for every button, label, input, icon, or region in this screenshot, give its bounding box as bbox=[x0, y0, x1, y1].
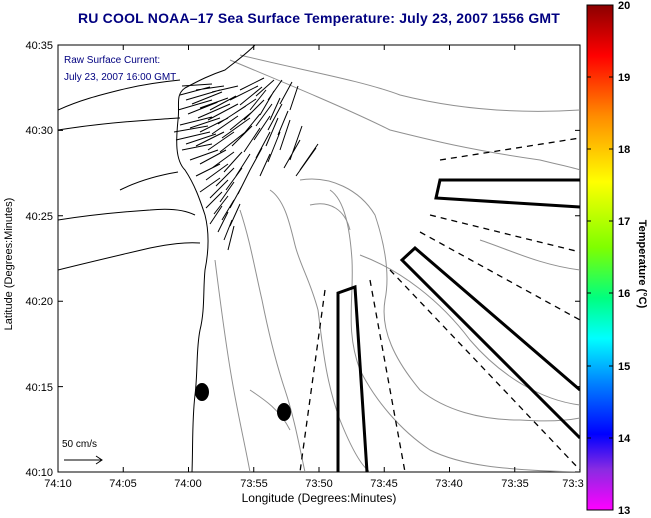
x-tick-marks bbox=[57, 45, 581, 472]
shipping-lane-south bbox=[336, 284, 369, 472]
x-tick-label: 74:05 bbox=[109, 478, 137, 490]
coastline-nj bbox=[119, 171, 179, 191]
y-tick-marks bbox=[58, 44, 580, 473]
colorbar-tick-label: 13 bbox=[618, 505, 630, 517]
coastline-bay bbox=[58, 79, 181, 111]
shipping-lane-southeast bbox=[399, 245, 580, 440]
coastline-inlet bbox=[58, 208, 196, 221]
colorbar-tick-label: 14 bbox=[618, 433, 631, 445]
x-tick-label: 73:40 bbox=[435, 478, 463, 490]
dashed-boundary-2 bbox=[429, 214, 580, 253]
colorbar-tick-marks bbox=[587, 4, 613, 511]
map-title: RU COOL NOAA–17 Sea Surface Temperature:… bbox=[77, 10, 561, 26]
surface-current-vectors bbox=[173, 77, 319, 251]
contour-10 bbox=[479, 239, 580, 271]
dashed-boundary-6 bbox=[299, 289, 326, 472]
contour-2 bbox=[229, 59, 580, 171]
shipping-lanes bbox=[336, 178, 580, 472]
station-marker-2 bbox=[277, 403, 291, 421]
contour-1 bbox=[239, 54, 580, 112]
colorbar-tick-label: 20 bbox=[618, 0, 630, 12]
shipping-lane-east bbox=[434, 178, 580, 209]
coastline-main bbox=[176, 45, 256, 472]
x-tick-label: 73:55 bbox=[240, 478, 268, 490]
coastline bbox=[58, 45, 256, 472]
colorbar-tick-label: 16 bbox=[618, 288, 630, 300]
y-tick-label: 40:20 bbox=[25, 296, 53, 308]
colorbar-tick-label: 18 bbox=[618, 144, 630, 156]
dashed-boundary-4 bbox=[389, 269, 580, 471]
dashed-boundaries bbox=[299, 137, 580, 472]
y-tick-label: 40:35 bbox=[25, 40, 53, 52]
plot-frame bbox=[57, 44, 581, 473]
colorbar-tick-labels: 20 19 18 17 16 15 14 13 bbox=[618, 0, 631, 517]
contour-8 bbox=[309, 203, 351, 231]
colorbar-tick-label: 19 bbox=[618, 72, 630, 84]
scale-arrow bbox=[64, 455, 103, 465]
contour-4 bbox=[329, 189, 580, 472]
contour-11 bbox=[249, 389, 291, 431]
x-tick-label: 73:3 bbox=[562, 478, 583, 490]
x-tick-label: 73:45 bbox=[370, 478, 398, 490]
x-tick-label: 73:35 bbox=[501, 478, 529, 490]
y-tick-label: 40:10 bbox=[25, 467, 53, 479]
y-tick-label: 40:25 bbox=[25, 211, 53, 223]
annotation-line1: Raw Surface Current: bbox=[64, 55, 160, 66]
contour-5 bbox=[269, 189, 371, 472]
y-tick-label: 40:15 bbox=[25, 382, 53, 394]
current-vector-field bbox=[173, 77, 319, 251]
dashed-boundary-1 bbox=[439, 137, 580, 161]
contour-7 bbox=[214, 259, 251, 472]
coastline-river bbox=[58, 242, 201, 271]
colorbar-tick-label: 17 bbox=[618, 216, 630, 228]
dashed-boundary-3 bbox=[419, 231, 580, 321]
x-tick-labels: 74:10 74:05 74:00 73:55 73:50 73:45 73:4… bbox=[44, 478, 583, 490]
contour-9 bbox=[359, 254, 580, 406]
y-tick-labels: 40:35 40:30 40:25 40:20 40:15 40:10 bbox=[25, 40, 53, 479]
x-tick-label: 74:00 bbox=[174, 478, 202, 490]
x-axis-label: Longitude (Degrees:Minutes) bbox=[241, 491, 397, 505]
colorbar-tick-label: 15 bbox=[618, 361, 630, 373]
bathymetry-contours bbox=[214, 54, 580, 472]
contour-6 bbox=[239, 209, 306, 472]
colorbar bbox=[586, 4, 614, 511]
station-marker-1 bbox=[195, 383, 209, 401]
scale-bar-label: 50 cm/s bbox=[62, 439, 97, 450]
x-tick-label: 74:10 bbox=[44, 478, 72, 490]
annotation-line2: July 23, 2007 16:00 GMT bbox=[64, 72, 176, 83]
y-tick-label: 40:30 bbox=[25, 125, 53, 137]
x-tick-label: 73:50 bbox=[305, 478, 333, 490]
coastline-shore bbox=[58, 117, 181, 131]
contour-3 bbox=[299, 178, 580, 422]
